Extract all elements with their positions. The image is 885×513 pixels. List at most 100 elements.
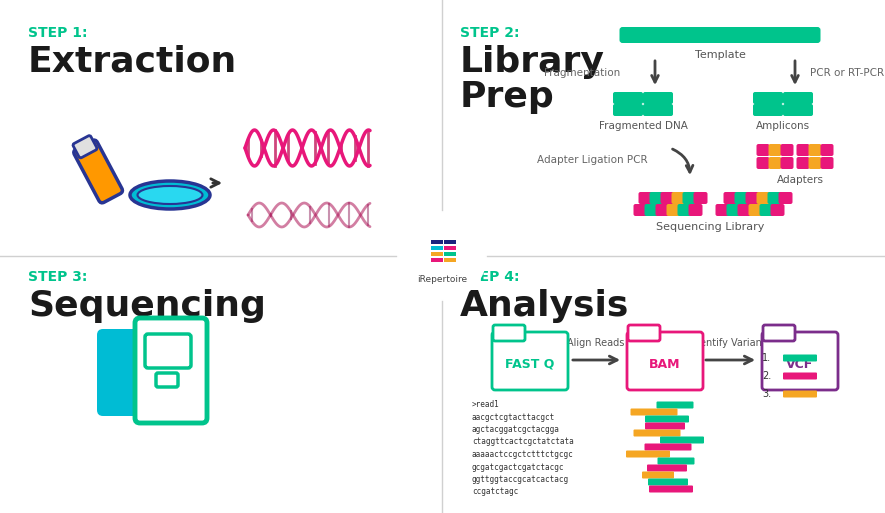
Text: STEP 1:: STEP 1: [28, 26, 88, 40]
FancyBboxPatch shape [647, 464, 687, 471]
FancyBboxPatch shape [724, 192, 737, 204]
FancyBboxPatch shape [649, 485, 693, 492]
Text: 2.: 2. [762, 371, 771, 381]
Bar [444, 252, 456, 256]
FancyBboxPatch shape [645, 423, 685, 429]
Text: Amplicons: Amplicons [756, 121, 810, 131]
FancyBboxPatch shape [783, 354, 817, 362]
Circle shape [398, 212, 486, 300]
Text: Sequencing Library: Sequencing Library [656, 222, 764, 232]
FancyBboxPatch shape [781, 157, 794, 169]
FancyBboxPatch shape [627, 332, 703, 390]
Bar [444, 246, 456, 250]
FancyBboxPatch shape [658, 458, 695, 464]
FancyBboxPatch shape [156, 373, 178, 387]
Bar [444, 258, 456, 262]
FancyBboxPatch shape [783, 372, 817, 380]
Text: STEP 2:: STEP 2: [460, 26, 519, 40]
Ellipse shape [137, 186, 203, 204]
FancyBboxPatch shape [749, 204, 763, 216]
FancyBboxPatch shape [762, 332, 838, 390]
FancyBboxPatch shape [73, 135, 97, 158]
FancyBboxPatch shape [809, 144, 821, 156]
FancyBboxPatch shape [771, 204, 784, 216]
FancyBboxPatch shape [634, 204, 648, 216]
FancyBboxPatch shape [666, 204, 681, 216]
FancyBboxPatch shape [737, 204, 751, 216]
FancyBboxPatch shape [643, 104, 673, 116]
FancyBboxPatch shape [768, 157, 781, 169]
Text: STEP 3:: STEP 3: [28, 270, 88, 284]
Text: Adapter Ligation PCR: Adapter Ligation PCR [537, 155, 648, 165]
Text: Sequencing: Sequencing [28, 289, 266, 323]
Text: FAST Q: FAST Q [505, 358, 555, 370]
FancyBboxPatch shape [645, 416, 689, 423]
FancyBboxPatch shape [757, 144, 769, 156]
FancyBboxPatch shape [657, 402, 694, 408]
FancyBboxPatch shape [97, 329, 169, 416]
FancyBboxPatch shape [783, 104, 813, 116]
FancyBboxPatch shape [763, 325, 795, 341]
FancyBboxPatch shape [628, 325, 660, 341]
Bar [431, 258, 443, 262]
Text: STEP 4:: STEP 4: [460, 270, 519, 284]
FancyBboxPatch shape [745, 192, 759, 204]
Text: Identify Variants: Identify Variants [691, 338, 771, 348]
FancyBboxPatch shape [735, 192, 749, 204]
Text: Prep: Prep [460, 80, 555, 114]
FancyBboxPatch shape [820, 157, 834, 169]
FancyBboxPatch shape [682, 192, 696, 204]
FancyBboxPatch shape [492, 332, 568, 390]
FancyBboxPatch shape [796, 144, 810, 156]
Bar [431, 240, 443, 244]
FancyBboxPatch shape [783, 390, 817, 398]
FancyBboxPatch shape [757, 192, 771, 204]
FancyBboxPatch shape [796, 157, 810, 169]
FancyBboxPatch shape [727, 204, 741, 216]
FancyBboxPatch shape [715, 204, 729, 216]
FancyBboxPatch shape [660, 192, 674, 204]
Text: VCF: VCF [787, 358, 813, 370]
FancyBboxPatch shape [648, 479, 688, 485]
Text: BAM: BAM [650, 358, 681, 370]
FancyBboxPatch shape [145, 334, 191, 368]
FancyBboxPatch shape [820, 144, 834, 156]
FancyBboxPatch shape [626, 450, 670, 458]
FancyBboxPatch shape [634, 429, 681, 437]
Text: 3.: 3. [762, 389, 771, 399]
Text: Fragmented DNA: Fragmented DNA [598, 121, 688, 131]
FancyBboxPatch shape [689, 204, 703, 216]
FancyBboxPatch shape [656, 204, 669, 216]
FancyBboxPatch shape [613, 104, 643, 116]
FancyBboxPatch shape [638, 192, 652, 204]
Ellipse shape [130, 181, 210, 209]
Text: Adapters: Adapters [776, 175, 824, 185]
FancyBboxPatch shape [694, 192, 707, 204]
FancyBboxPatch shape [767, 192, 781, 204]
Bar [444, 240, 456, 244]
FancyBboxPatch shape [73, 140, 122, 203]
FancyBboxPatch shape [759, 204, 773, 216]
FancyBboxPatch shape [613, 92, 643, 104]
Text: 1.: 1. [762, 353, 771, 363]
FancyBboxPatch shape [644, 444, 691, 450]
FancyBboxPatch shape [672, 192, 686, 204]
Text: iRepertoire: iRepertoire [417, 275, 467, 285]
FancyBboxPatch shape [630, 408, 678, 416]
FancyBboxPatch shape [779, 192, 792, 204]
Text: Library: Library [460, 45, 604, 79]
FancyBboxPatch shape [809, 157, 821, 169]
FancyBboxPatch shape [644, 204, 658, 216]
Bar [431, 252, 443, 256]
FancyBboxPatch shape [642, 471, 674, 479]
Text: Extraction: Extraction [28, 45, 237, 79]
Bar [431, 246, 443, 250]
Text: Template: Template [695, 50, 745, 60]
FancyBboxPatch shape [643, 92, 673, 104]
FancyBboxPatch shape [660, 437, 704, 444]
FancyArrowPatch shape [673, 149, 693, 172]
FancyBboxPatch shape [493, 325, 525, 341]
FancyBboxPatch shape [753, 104, 783, 116]
Text: PCR or RT-PCR: PCR or RT-PCR [810, 68, 884, 78]
Text: >read1
aacgctcgtacttacgct
agctacggatcgctacgga
ctaggttcactcgctatctata
aaaaactccgc: >read1 aacgctcgtacttacgct agctacggatcgct… [472, 400, 573, 497]
